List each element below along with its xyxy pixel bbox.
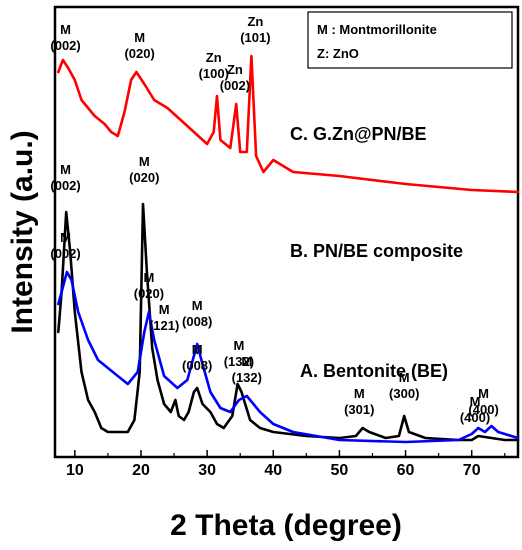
peak-label: M(020): [124, 30, 154, 61]
peak-label-line: (008): [182, 314, 212, 329]
peak-label-line: M: [60, 22, 71, 37]
peak-label-line: M: [60, 230, 71, 245]
peak-label: Zn(002): [220, 62, 250, 93]
legend-box: [307, 11, 513, 69]
peak-label-line: M: [241, 354, 252, 369]
peak-label-line: (020): [129, 170, 159, 185]
peak-label-line: (300): [389, 386, 419, 401]
peak-label-line: (020): [124, 46, 154, 61]
peak-label-line: M: [159, 302, 170, 317]
series-label-c: C. G.Zn@PN/BE: [290, 124, 427, 144]
peak-label-line: (002): [50, 178, 80, 193]
peak-label-line: Zn: [227, 62, 243, 77]
peak-label: M(020): [134, 270, 164, 301]
peak-label: M(002): [50, 230, 80, 261]
plot-frame: [53, 5, 520, 459]
peak-label: M(400): [468, 386, 498, 417]
series-line-0: [57, 202, 520, 442]
peak-label-line: M: [139, 154, 150, 169]
peak-label-line: (020): [134, 286, 164, 301]
peak-label-line: M: [354, 386, 365, 401]
peak-label-line: (400): [460, 410, 490, 425]
legend-entry-zno: Z: ZnO: [317, 46, 359, 61]
peak-label-line: M: [134, 30, 145, 45]
peak-label-line: M: [478, 386, 489, 401]
peak-label-line: (002): [50, 246, 80, 261]
peak-label: M(121): [149, 302, 179, 333]
peak-label-line: (400): [468, 402, 498, 417]
peak-label-line: M: [60, 162, 71, 177]
peak-label: M(008): [182, 342, 212, 373]
peak-label: M(301): [344, 386, 374, 417]
peak-label-line: Zn: [206, 50, 222, 65]
peak-label-line: Zn: [247, 14, 263, 29]
peak-annotations: M(002)M(020) Zn(100)Zn(002)Zn(101)M(002)M…: [50, 14, 498, 425]
x-axis-ticks: 10 20 30 40 50 60 70: [66, 450, 506, 479]
series-label-a: A. Bentonite (BE): [300, 361, 448, 381]
x-tick-label: 70: [463, 462, 481, 479]
peak-label-line: (008): [182, 358, 212, 373]
peak-label-line: M: [144, 270, 155, 285]
peak-label: M(300): [389, 370, 419, 401]
series-line-2: [57, 54, 520, 194]
peak-label-line: (301): [344, 402, 374, 417]
peak-label: M(400): [460, 394, 490, 425]
peak-label-line: (002): [220, 78, 250, 93]
peak-label: M(002): [50, 22, 80, 53]
legend-entry-montmorillonite: M : Montmorillonite: [317, 22, 437, 37]
peak-label-line: (132): [224, 354, 254, 369]
peak-label-line: M: [399, 370, 410, 385]
peak-label: M(002): [50, 162, 80, 193]
peak-label-line: (121): [149, 318, 179, 333]
x-tick-label: 50: [331, 462, 349, 479]
x-tick-label: 30: [198, 462, 216, 479]
peak-label: M(020): [129, 154, 159, 185]
peak-label: M(132): [232, 354, 262, 385]
x-tick-label: 40: [264, 462, 282, 479]
peak-label-line: M: [233, 338, 244, 353]
series-layer: [57, 54, 520, 444]
series-label-b: B. PN/BE composite: [290, 241, 463, 261]
peak-label-line: M: [192, 342, 203, 357]
x-tick-label: 60: [397, 462, 415, 479]
peak-label: Zn(100): [199, 50, 229, 81]
peak-label-line: (101): [240, 30, 270, 45]
peak-label: M(008): [182, 298, 212, 329]
x-axis-title: 2 Theta (degree): [170, 509, 402, 542]
series-line-1: [57, 270, 520, 444]
peak-label: M(132): [224, 338, 254, 369]
peak-label-line: M: [192, 298, 203, 313]
y-axis-title: Intensity (a.u.): [6, 130, 39, 333]
peak-label: Zn(101): [240, 14, 270, 45]
x-tick-label: 10: [66, 462, 84, 479]
x-tick-label: 20: [132, 462, 150, 479]
peak-label-line: (100): [199, 66, 229, 81]
legend: M : Montmorillonite Z: ZnO: [307, 11, 513, 69]
peak-label-line: M: [470, 394, 481, 409]
peak-label-line: (002): [50, 38, 80, 53]
peak-label-line: (132): [232, 370, 262, 385]
